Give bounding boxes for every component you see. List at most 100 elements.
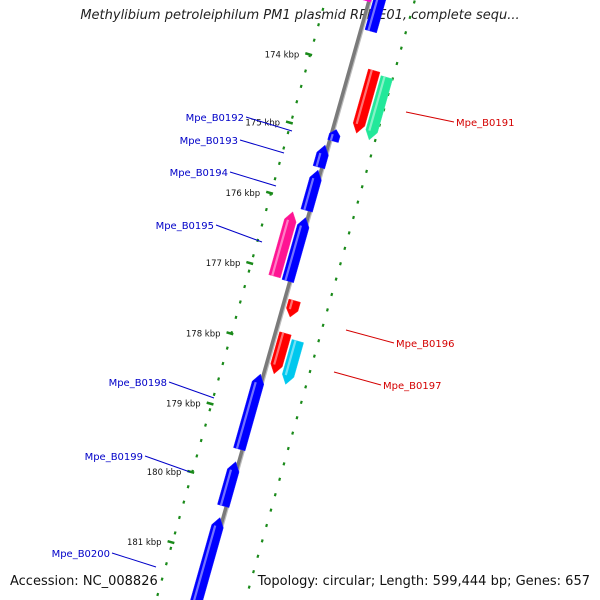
gene-arrow xyxy=(300,169,322,213)
inner-dotted-ring xyxy=(264,207,268,212)
outer-dotted-ring xyxy=(273,492,277,497)
inner-dotted-ring xyxy=(208,408,212,412)
gene-label-leader xyxy=(405,111,455,123)
gene-label-leader xyxy=(333,371,382,386)
outer-dotted-ring xyxy=(360,184,364,189)
inner-dotted-ring xyxy=(321,7,325,12)
outer-dotted-ring xyxy=(282,462,286,466)
gene-label: Mpe_B0192 xyxy=(186,113,244,124)
gene-label-leader xyxy=(168,381,215,399)
gene-arrow xyxy=(312,144,329,170)
gene-arrow xyxy=(365,75,393,141)
outer-dotted-ring xyxy=(247,585,251,589)
outer-dotted-ring xyxy=(399,46,403,50)
gene-arrow-highlight xyxy=(193,525,217,600)
scale-tick xyxy=(167,539,175,545)
scale-tick-label: 176 kbp xyxy=(226,189,261,199)
inner-dotted-ring xyxy=(164,561,168,566)
gene-arrow-highlight xyxy=(368,76,386,131)
scale-tick xyxy=(285,120,294,125)
gene-label-leader xyxy=(229,171,277,187)
gene-label: Mpe_B0196 xyxy=(396,339,454,350)
gene-arrow-highlight xyxy=(219,469,233,506)
outer-dotted-ring xyxy=(330,292,334,297)
outer-dotted-ring xyxy=(278,477,282,482)
outer-dotted-ring xyxy=(365,169,369,174)
gene-label-leader xyxy=(239,139,285,154)
gene-arrow-highlight xyxy=(284,225,302,281)
outer-dotted-ring xyxy=(304,385,308,389)
outer-dotted-ring xyxy=(321,323,325,328)
inner-dotted-ring xyxy=(186,484,190,489)
map-title: Methylibium petroleiphilum PM1 plasmid R… xyxy=(80,8,520,23)
outer-dotted-ring xyxy=(404,31,408,35)
inner-dotted-ring xyxy=(199,438,203,443)
outer-dotted-ring xyxy=(356,200,360,204)
accession-label: Accession: NC_008826 xyxy=(10,574,158,589)
gene-arrow-highlight xyxy=(355,69,373,125)
scale-tick xyxy=(206,401,214,406)
outer-dotted-ring xyxy=(252,569,255,574)
inner-dotted-ring xyxy=(221,361,225,366)
outer-dotted-ring xyxy=(412,0,416,4)
gene-arrow-highlight xyxy=(284,340,297,376)
gene-arrow xyxy=(282,339,304,385)
inner-dotted-ring xyxy=(225,346,229,350)
outer-dotted-ring xyxy=(295,415,299,420)
scale-tick xyxy=(226,331,234,336)
inner-dotted-ring xyxy=(204,423,208,427)
gene-arrow-highlight xyxy=(271,219,290,276)
outer-dotted-ring xyxy=(373,138,377,143)
inner-dotted-ring xyxy=(260,223,264,227)
gene-label: Mpe_B0200 xyxy=(52,549,110,560)
outer-dotted-ring xyxy=(312,354,316,358)
inner-dotted-ring xyxy=(160,577,164,581)
gene-label: Mpe_B0193 xyxy=(180,136,238,147)
gene-arrow xyxy=(217,461,240,508)
scale-tick-label: 181 kbp xyxy=(127,538,162,548)
topology-label: Topology: circular; Length: 599,444 bp; … xyxy=(257,574,590,589)
gene-label: Mpe_B0199 xyxy=(85,452,143,463)
gene-arrow-highlight xyxy=(329,133,334,141)
inner-dotted-ring xyxy=(212,392,216,397)
gene-arrow-highlight xyxy=(235,381,257,449)
inner-dotted-ring xyxy=(217,377,221,381)
scale-tick xyxy=(265,190,274,195)
scale-tick xyxy=(304,52,313,57)
outer-dotted-ring xyxy=(256,554,260,559)
outer-dotted-ring xyxy=(260,539,264,543)
scale-tick-label: 178 kbp xyxy=(186,329,221,339)
gene-arrow xyxy=(286,298,301,318)
outer-dotted-ring xyxy=(325,308,329,312)
inner-dotted-ring xyxy=(247,269,251,273)
inner-dotted-ring xyxy=(156,592,160,597)
outer-dotted-ring xyxy=(265,523,269,528)
inner-dotted-ring xyxy=(173,531,177,535)
inner-dotted-ring xyxy=(251,254,255,258)
inner-dotted-ring xyxy=(273,177,277,181)
inner-dotted-ring xyxy=(299,84,303,89)
inner-dotted-ring xyxy=(290,115,294,119)
outer-dotted-ring xyxy=(338,261,342,266)
outer-dotted-ring xyxy=(395,61,399,66)
inner-dotted-ring xyxy=(182,500,186,504)
gene-arrow xyxy=(233,373,265,452)
outer-dotted-ring xyxy=(334,277,338,281)
gene-arrow-highlight xyxy=(288,299,294,310)
outer-dotted-ring xyxy=(291,431,295,435)
outer-dotted-ring xyxy=(343,246,347,251)
outer-dotted-ring xyxy=(269,508,273,512)
inner-dotted-ring xyxy=(169,546,173,551)
gene-label: Mpe_B0198 xyxy=(109,378,167,389)
scale-tick-label: 175 kbp xyxy=(245,119,280,129)
gene-label-leader xyxy=(111,552,157,568)
outer-dotted-ring xyxy=(286,446,290,451)
scale-tick xyxy=(246,260,254,266)
gene-arrow xyxy=(362,0,372,3)
gene-label-leader xyxy=(144,455,191,473)
gene-arrow-highlight xyxy=(367,0,379,31)
gene-label-leader xyxy=(245,116,293,132)
outer-dotted-ring xyxy=(369,154,373,158)
scale-tick-label: 180 kbp xyxy=(147,468,182,478)
